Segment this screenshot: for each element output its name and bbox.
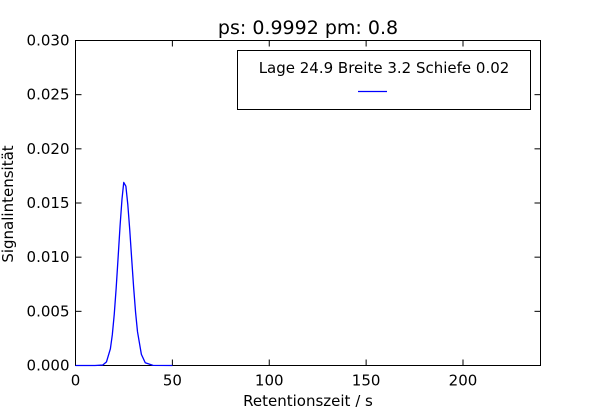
series-line bbox=[75, 181, 173, 367]
x-axis-label: Retentionszeit / s bbox=[243, 392, 373, 407]
chart-title: ps: 0.9992 pm: 0.8 bbox=[218, 17, 398, 39]
y-tick-label: 0.030 bbox=[27, 32, 70, 50]
y-tick-label: 0.005 bbox=[27, 302, 70, 320]
y-axis-label: Signalintensität bbox=[0, 145, 17, 262]
y-tick-label: 0.020 bbox=[27, 140, 70, 158]
legend: Lage 24.9 Breite 3.2 Schiefe 0.02 bbox=[237, 50, 531, 110]
x-tick-label: 0 bbox=[71, 372, 81, 390]
x-tick-label: 150 bbox=[352, 372, 381, 390]
x-axis: 0 50 100 150 200 bbox=[71, 40, 478, 390]
x-tick-label: 200 bbox=[449, 372, 478, 390]
x-tick-label: 50 bbox=[163, 372, 182, 390]
y-tick-label: 0.010 bbox=[27, 248, 70, 266]
x-tick-label: 100 bbox=[255, 372, 284, 390]
y-tick-label: 0.015 bbox=[27, 194, 70, 212]
y-axis: 0.000 0.005 0.010 0.015 0.020 0.025 0.030 bbox=[27, 32, 541, 375]
y-tick-label: 0.025 bbox=[27, 86, 70, 104]
legend-label: Lage 24.9 Breite 3.2 Schiefe 0.02 bbox=[259, 59, 510, 77]
legend-box bbox=[237, 50, 531, 110]
y-tick-label: 0.000 bbox=[27, 357, 70, 375]
series-layer bbox=[75, 181, 173, 367]
